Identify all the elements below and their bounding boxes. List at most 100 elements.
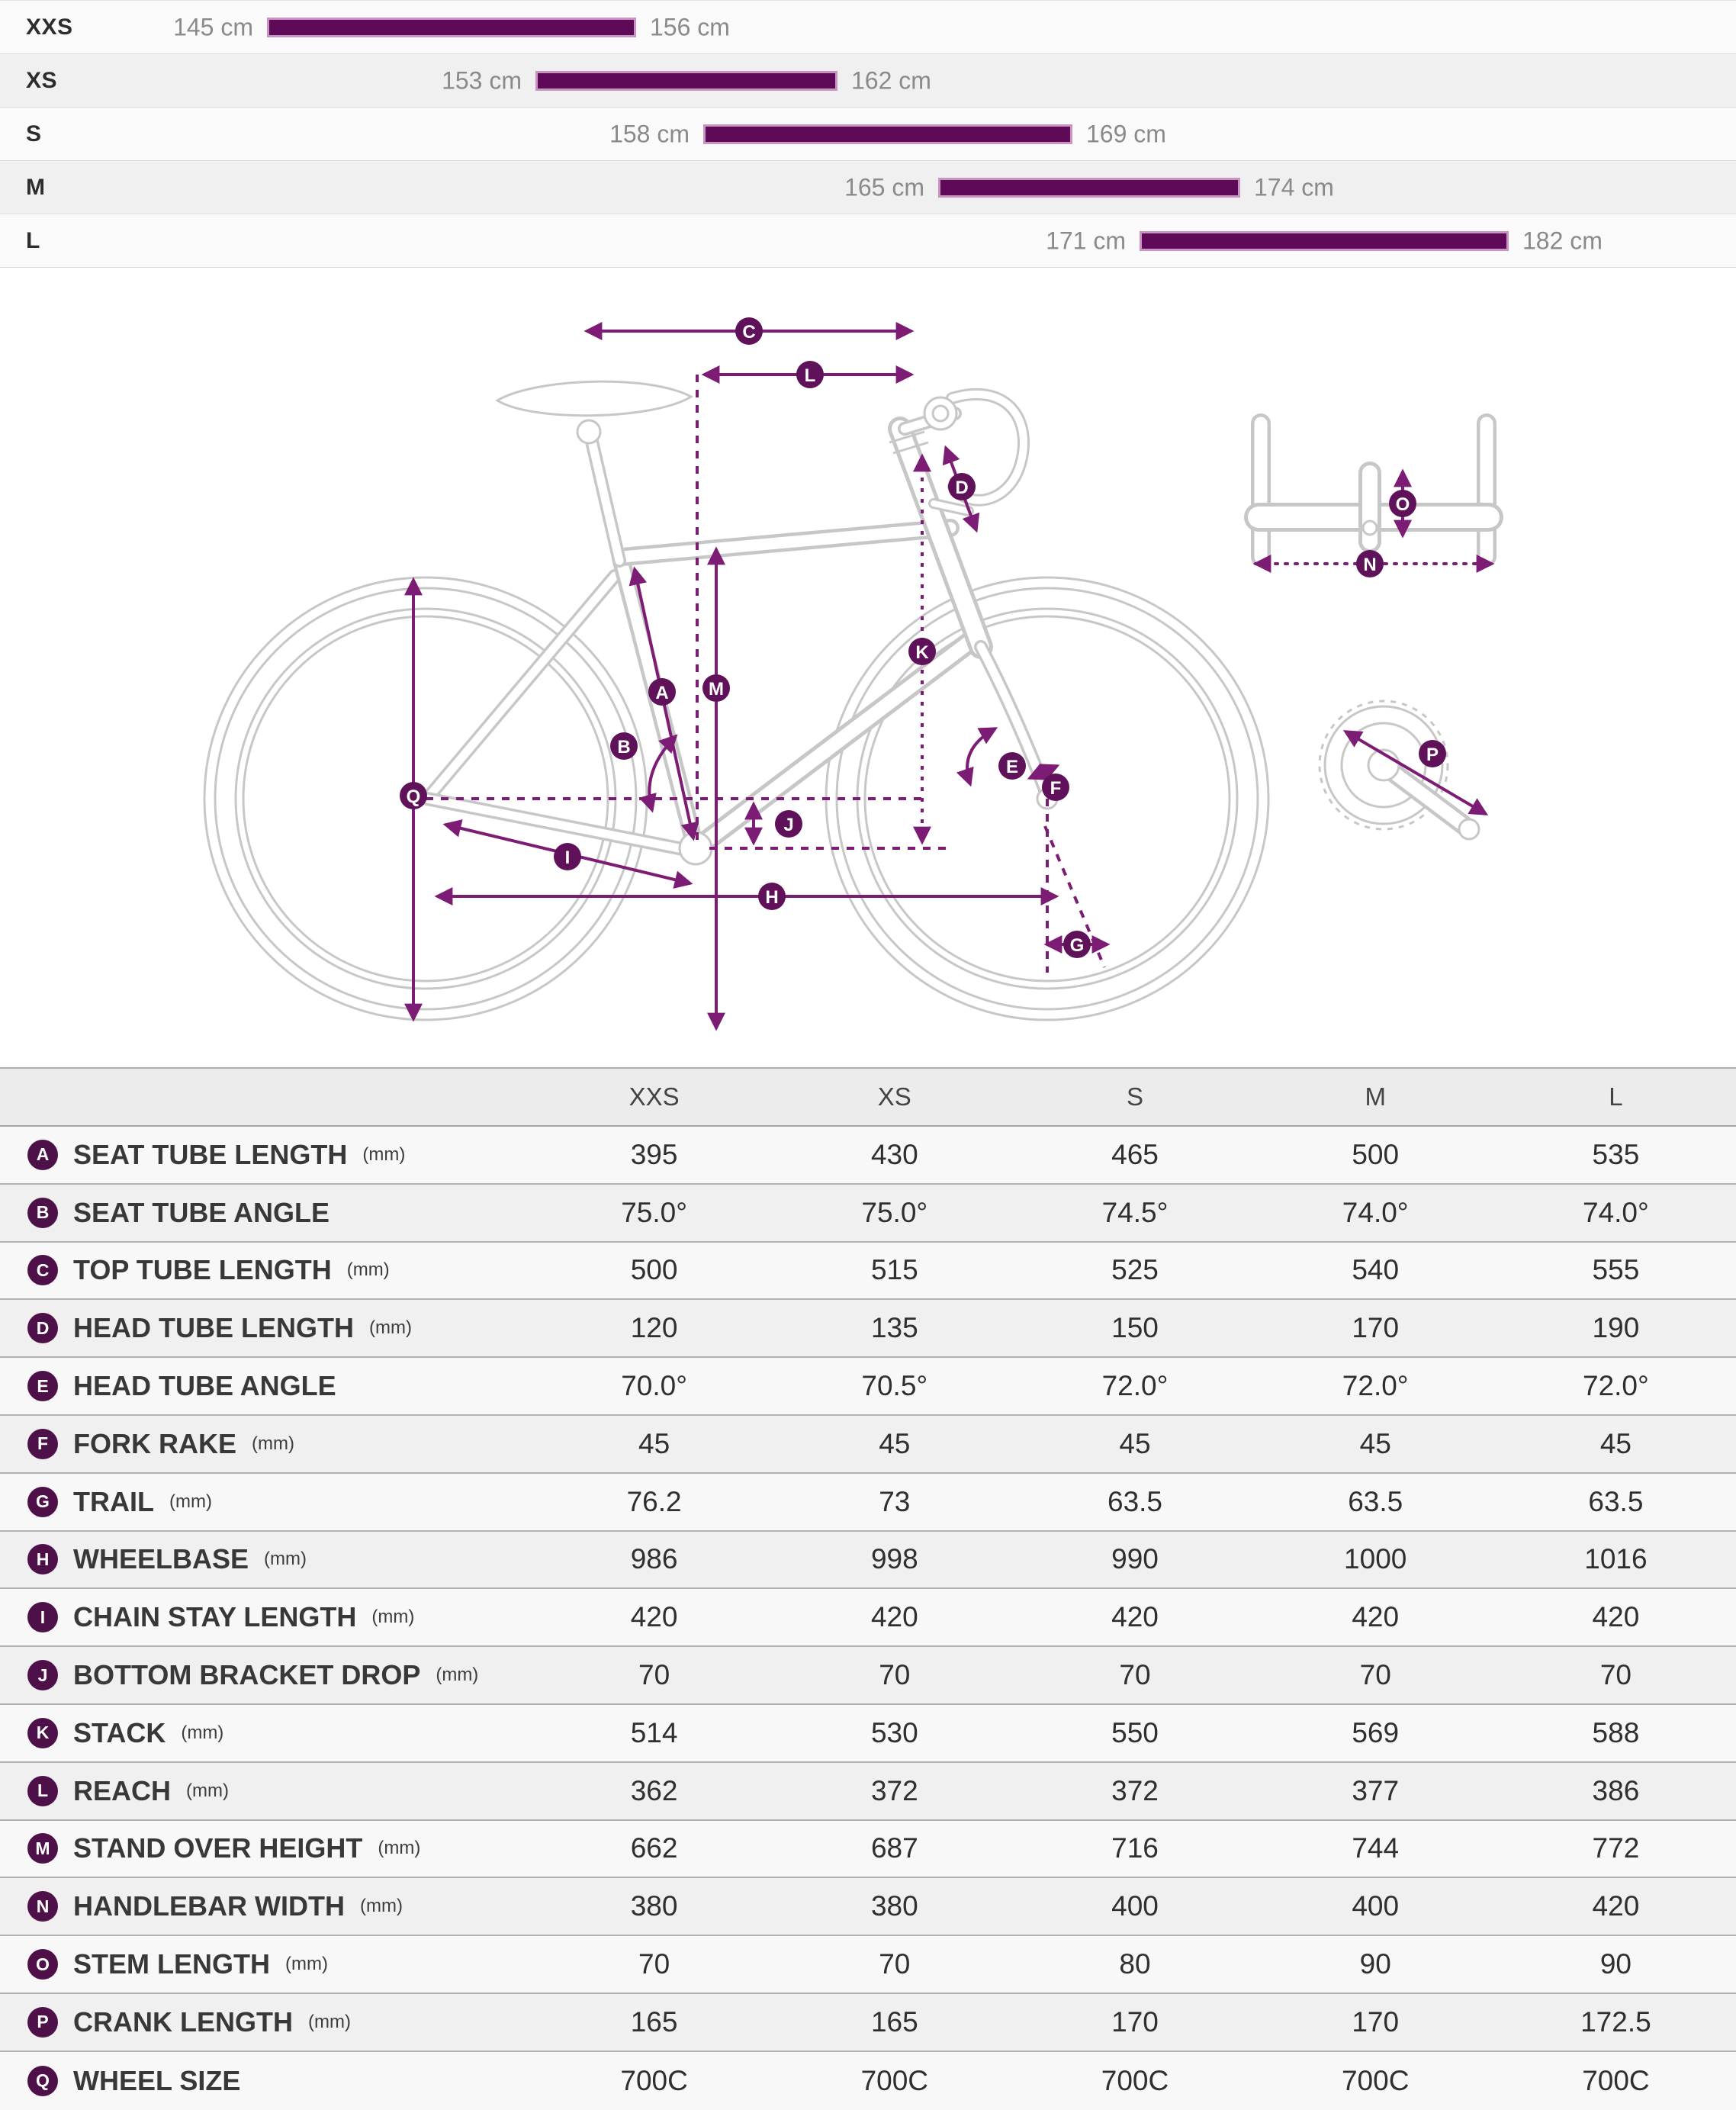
measurement-value: 170 xyxy=(1111,2005,1159,2038)
svg-text:F: F xyxy=(1050,778,1062,799)
measurement-value: 377 xyxy=(1352,1774,1400,1806)
measurement-value: 70 xyxy=(879,1659,911,1691)
measurement-value: 588 xyxy=(1592,1716,1640,1748)
measurement-name: FORK RAKE xyxy=(73,1427,236,1459)
height-range-bar xyxy=(267,17,636,37)
measurement-value: 395 xyxy=(630,1138,678,1170)
measurement-value: 190 xyxy=(1592,1312,1640,1344)
measurement-name: HEAD TUBE ANGLE xyxy=(73,1370,336,1402)
measurement-name: TRAIL xyxy=(73,1485,154,1517)
rider-fit-section: XXS 145 cm 156 cm XS 153 cm 162 cm S 158 cm 169 … xyxy=(0,0,1736,268)
letter-badge-h: H xyxy=(27,1544,58,1575)
measurement-value: 662 xyxy=(630,1832,678,1864)
height-range-bar xyxy=(703,124,1072,144)
letter-badge-a: A xyxy=(27,1139,58,1170)
measurement-value: 372 xyxy=(1111,1774,1159,1806)
letter-badge-k: K xyxy=(27,1717,58,1748)
row-label-cell: L REACH (mm) xyxy=(0,1775,534,1807)
measurement-value: 120 xyxy=(630,1312,678,1344)
diagram-badge-p: P xyxy=(1419,740,1446,767)
measurement-value: 430 xyxy=(870,1138,918,1170)
table-row-m: M STAND OVER HEIGHT (mm) 662 687 716 744 772 xyxy=(0,1820,1736,1879)
svg-text:P: P xyxy=(1426,745,1439,765)
height-min-label: 145 cm xyxy=(173,13,253,40)
dimension-arrow-p xyxy=(1342,730,1489,815)
size-label: S xyxy=(26,121,42,146)
measurement-value: 540 xyxy=(1352,1254,1400,1286)
measurement-unit: (mm) xyxy=(186,1780,229,1801)
diagram-badge-h: H xyxy=(758,883,786,910)
table-row-j: J BOTTOM BRACKET DROP (mm) 70 70 70 70 70 xyxy=(0,1647,1736,1705)
measurement-value: 70.5° xyxy=(861,1370,928,1402)
height-min-label: 158 cm xyxy=(609,120,690,147)
height-range-bar xyxy=(1140,230,1509,251)
measurement-value: 74.0° xyxy=(1342,1196,1409,1228)
row-label-cell: F FORK RAKE (mm) xyxy=(0,1428,534,1460)
table-row-c: C TOP TUBE LENGTH (mm) 500 515 525 540 555 xyxy=(0,1242,1736,1301)
measurement-value: 386 xyxy=(1592,1774,1640,1806)
letter-badge-f: F xyxy=(27,1428,58,1459)
row-label-cell: C TOP TUBE LENGTH (mm) xyxy=(0,1254,534,1286)
column-header-xxs: XXS xyxy=(628,1082,680,1111)
svg-text:A: A xyxy=(655,683,668,703)
measurement-name: TOP TUBE LENGTH xyxy=(73,1254,332,1286)
diagram-badge-j: J xyxy=(775,810,802,838)
geometry-diagram: A B C D E F G H I J K L M N O P Q xyxy=(0,268,1736,1067)
height-range-bar xyxy=(535,70,837,91)
row-label-cell: K STACK (mm) xyxy=(0,1717,534,1749)
height-max-label: 182 cm xyxy=(1522,227,1603,254)
letter-badge-o: O xyxy=(27,1949,58,1980)
measurement-unit: (mm) xyxy=(369,1317,412,1339)
size-label: XS xyxy=(26,67,58,93)
measurement-value: 700C xyxy=(1582,2064,1650,2096)
row-label-cell: J BOTTOM BRACKET DROP (mm) xyxy=(0,1659,534,1691)
headset-spacer xyxy=(889,430,925,444)
pedal-axle xyxy=(1458,818,1480,841)
measurement-value: 569 xyxy=(1352,1716,1400,1748)
svg-text:H: H xyxy=(765,887,778,908)
svg-text:L: L xyxy=(805,365,816,386)
measurement-value: 170 xyxy=(1352,2005,1400,2038)
measurement-value: 525 xyxy=(1111,1254,1159,1286)
rider-fit-row: S 158 cm 169 cm xyxy=(0,108,1736,161)
dimension-arc-b xyxy=(638,734,678,813)
measurement-value: 45 xyxy=(1119,1427,1151,1459)
table-row-n: N HANDLEBAR WIDTH (mm) 380 380 400 400 420 xyxy=(0,1878,1736,1937)
stem-bolt xyxy=(1361,519,1378,536)
measurement-value: 70 xyxy=(638,1659,670,1691)
measurement-value: 420 xyxy=(630,1601,678,1633)
diagram-badge-f: F xyxy=(1042,774,1069,801)
height-max-label: 169 cm xyxy=(1086,120,1166,147)
geometry-table-body: A SEAT TUBE LENGTH (mm) 395 430 465 500 535 B SEA… xyxy=(0,1127,1736,2110)
row-label-cell: Q WHEEL SIZE xyxy=(0,2065,534,2097)
measurement-name: REACH xyxy=(73,1774,172,1806)
measurement-value: 80 xyxy=(1119,1948,1151,1980)
measurement-unit: (mm) xyxy=(346,1259,390,1281)
table-row-g: G TRAIL (mm) 76.2 73 63.5 63.5 63.5 xyxy=(0,1473,1736,1532)
diagram-badge-k: K xyxy=(908,638,936,665)
measurement-unit: (mm) xyxy=(264,1549,307,1570)
column-header-s: S xyxy=(1127,1082,1144,1111)
measurement-value: 700C xyxy=(620,2064,688,2096)
letter-badge-l: L xyxy=(27,1775,58,1806)
height-min-label: 153 cm xyxy=(442,66,522,94)
handlebar-top-view xyxy=(1244,413,1503,567)
table-row-l: L REACH (mm) 362 372 372 377 386 xyxy=(0,1762,1736,1821)
height-max-label: 174 cm xyxy=(1254,173,1334,201)
dimension-arc-e xyxy=(956,727,998,787)
diagram-badge-b: B xyxy=(610,732,638,760)
table-row-d: D HEAD TUBE LENGTH (mm) 120 135 150 170 190 xyxy=(0,1300,1736,1359)
measurement-value: 70 xyxy=(638,1948,670,1980)
height-max-label: 156 cm xyxy=(650,13,730,40)
measurement-value: 465 xyxy=(1111,1138,1159,1170)
measurement-name: WHEELBASE xyxy=(73,1543,249,1575)
measurement-value: 372 xyxy=(870,1774,918,1806)
geometry-table-header: XXS XS S M L xyxy=(0,1069,1736,1127)
bike-geometry-svg: A B C D E F G H I J K L M N O P Q xyxy=(203,317,1503,1031)
height-min-label: 165 cm xyxy=(844,173,924,201)
size-label: M xyxy=(26,174,46,200)
saddle xyxy=(495,380,693,417)
column-header-xs: XS xyxy=(877,1082,911,1111)
diagram-badge-c: C xyxy=(735,317,763,345)
svg-text:O: O xyxy=(1396,494,1410,515)
